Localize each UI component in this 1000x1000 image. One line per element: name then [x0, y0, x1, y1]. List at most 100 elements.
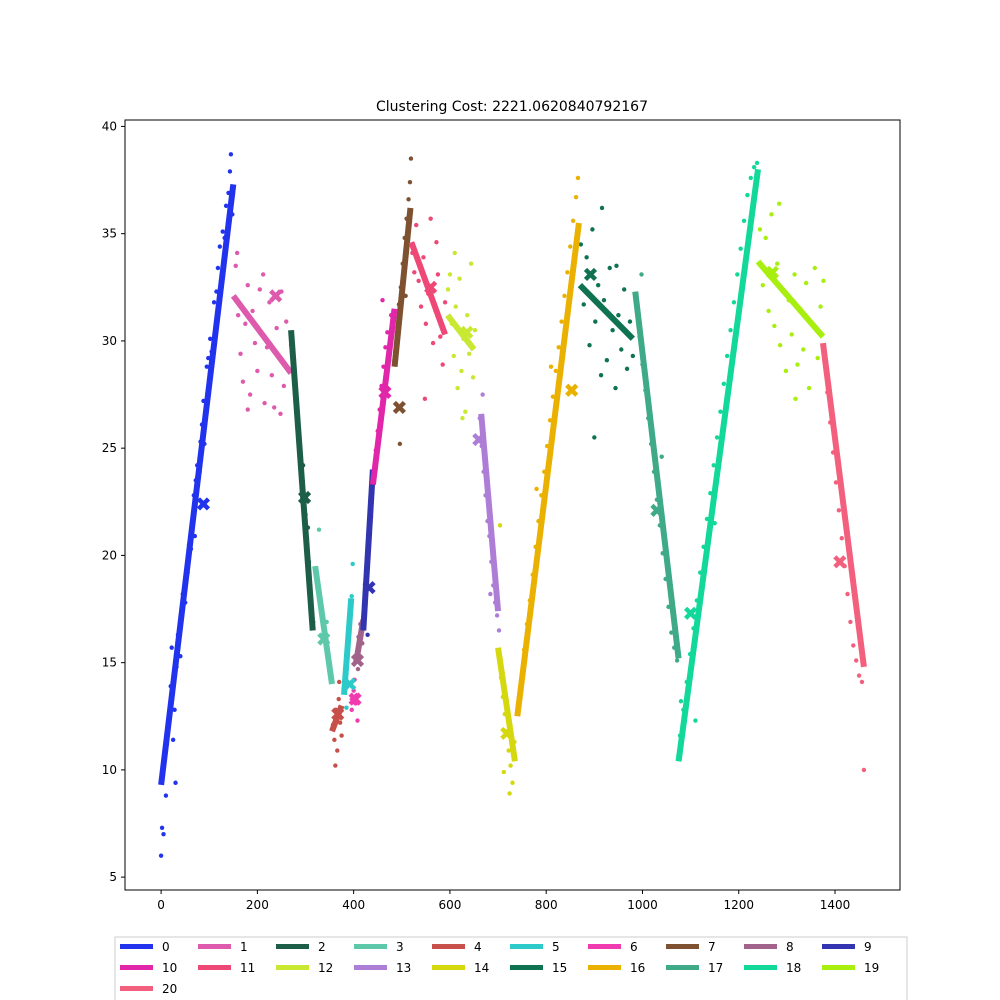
y-axis: 5 10 15 20 25 30 35 40 — [102, 119, 125, 884]
legend-entry-14: 14 — [432, 961, 489, 975]
legend-label: 18 — [786, 961, 801, 975]
series-0-point-7 — [169, 645, 174, 650]
series-4-point-8 — [337, 679, 342, 685]
legend-swatch — [666, 944, 699, 949]
series-12-point-14 — [472, 327, 478, 333]
series-0-point-38 — [223, 203, 229, 208]
series-0-point-0 — [158, 853, 164, 858]
legend-swatch — [120, 965, 153, 970]
legend-swatch — [354, 944, 387, 949]
series-20-centroid — [833, 555, 847, 569]
series-1-point-16 — [272, 405, 277, 410]
legend-label: 8 — [786, 940, 794, 954]
legend-swatch — [120, 944, 153, 949]
series-15-point-11 — [610, 327, 615, 333]
series-12-point-15 — [452, 250, 457, 256]
legend-entry-0: 0 — [120, 940, 170, 954]
series-14-fit-line — [495, 647, 518, 762]
series-15-point-15 — [621, 287, 627, 292]
series-1-point-27 — [278, 411, 283, 417]
legend-entry-19: 19 — [822, 961, 879, 975]
legend-swatch — [588, 944, 621, 949]
series-11-point-4 — [418, 304, 424, 309]
series-1-point-12 — [262, 400, 267, 406]
series-15-point-0 — [578, 242, 584, 247]
series-0-point-36 — [220, 229, 225, 234]
series-16-fit-line — [514, 222, 582, 717]
series-12-point-0 — [445, 287, 451, 292]
series-20-point-12 — [856, 673, 862, 678]
series-1-point-3 — [240, 379, 246, 384]
series-8-point-4 — [355, 666, 361, 672]
series-0-point-32 — [211, 300, 217, 305]
legend-label: 1 — [240, 940, 248, 954]
series-8-centroid — [350, 653, 365, 668]
series-0-point-3 — [163, 793, 169, 798]
legend-entry-10: 10 — [120, 961, 177, 975]
series-19-point-3 — [766, 308, 771, 314]
series-15-point-10 — [607, 265, 612, 271]
series-1-point-7 — [250, 308, 255, 314]
series-0-point-9 — [172, 707, 177, 713]
series-13-point-11 — [480, 392, 485, 397]
series-11-point-6 — [423, 321, 429, 326]
legend-label: 19 — [864, 961, 879, 975]
series-15-point-21 — [614, 263, 619, 269]
legend-entry-20: 20 — [120, 982, 177, 996]
series-18-point-22 — [751, 164, 757, 170]
series-19-point-5 — [772, 323, 777, 329]
series-18-point-14 — [724, 353, 730, 359]
series-19-point-1 — [760, 282, 766, 288]
legend-label: 13 — [396, 961, 411, 975]
series-12-point-12 — [468, 261, 474, 266]
legend-entry-7: 7 — [666, 940, 716, 954]
legend-swatch — [198, 965, 231, 970]
series-15-point-12 — [613, 385, 618, 391]
series-1-fit-line — [230, 294, 294, 375]
series-18-point-15 — [728, 327, 733, 333]
series-19-point-12 — [792, 272, 797, 277]
legend-label: 12 — [318, 961, 333, 975]
legend-entry-13: 13 — [354, 961, 411, 975]
legend-swatch — [432, 944, 465, 949]
x-tick-label: 0 — [157, 898, 165, 912]
series-18-point-17 — [735, 272, 740, 277]
series-20-point-5 — [836, 508, 842, 513]
series-4-point-1 — [332, 737, 337, 743]
y-tick-label: 5 — [109, 870, 117, 884]
y-tick-label: 40 — [102, 119, 117, 133]
series-20-point-13 — [859, 679, 865, 685]
legend-swatch — [120, 986, 153, 991]
series-0-point-2 — [161, 832, 166, 837]
series-10-point-7 — [385, 330, 390, 335]
series-0-point-28 — [204, 364, 210, 369]
series-1-point-10 — [257, 287, 262, 292]
series-15-point-6 — [595, 282, 601, 288]
series-18-point-23 — [754, 160, 760, 166]
series-7-point-8 — [407, 180, 413, 185]
series-15-point-4 — [590, 227, 595, 232]
series-1-point-4 — [243, 321, 248, 326]
legend-swatch — [822, 944, 855, 949]
series-13-point-10 — [496, 628, 502, 633]
legend-entry-12: 12 — [276, 961, 333, 975]
series-16-point-19 — [570, 218, 576, 224]
series-18-centroid — [684, 606, 698, 620]
series-13-point-12 — [488, 591, 493, 597]
legend-swatch — [276, 944, 309, 949]
series-12-point-3 — [451, 353, 456, 359]
series-19-point-17 — [806, 385, 812, 391]
series-19-point-2 — [763, 235, 768, 241]
series-15-point-13 — [616, 312, 621, 318]
series-16-point-18 — [568, 244, 573, 249]
series-15-point-3 — [587, 343, 592, 348]
series-18-point-25 — [693, 718, 698, 723]
series-12-point-16 — [460, 415, 465, 421]
series-11-point-16 — [434, 240, 439, 245]
series-12-fit-line — [445, 313, 477, 352]
series-12-point-13 — [470, 375, 476, 380]
series-13-fit-line — [478, 413, 502, 612]
series-19-point-7 — [777, 343, 783, 348]
series-9-fit-line — [360, 469, 376, 631]
series-12-centroid — [460, 325, 474, 339]
